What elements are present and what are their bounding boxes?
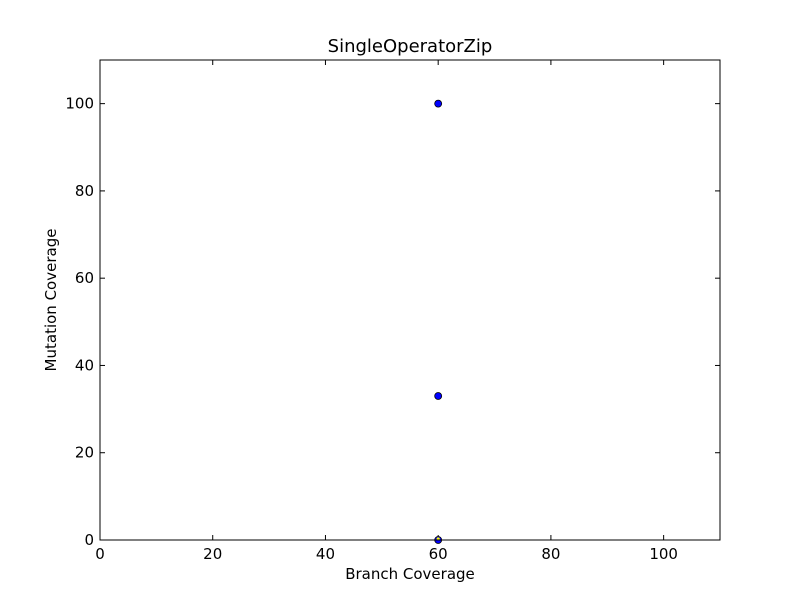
x-axis-label: Branch Coverage [345, 565, 475, 583]
chart-title: SingleOperatorZip [328, 36, 493, 57]
y-tick-label: 0 [84, 531, 94, 549]
plot-area-frame [99, 59, 721, 541]
data-point [434, 99, 443, 108]
y-axis-ticks: 0 20 40 60 80 100 [65, 95, 720, 549]
y-tick-label: 40 [75, 356, 94, 374]
y-tick-label: 20 [75, 444, 94, 462]
x-tick-label: 60 [429, 545, 448, 563]
y-tick-label: 80 [75, 182, 94, 200]
data-point [434, 392, 443, 400]
y-tick-label: 100 [65, 95, 94, 113]
x-axis-ticks: 0 20 40 60 80 100 [95, 60, 678, 563]
y-tick-label: 60 [75, 269, 94, 287]
x-tick-label: 0 [95, 545, 105, 563]
x-tick-label: 100 [649, 545, 678, 563]
x-tick-label: 40 [316, 545, 335, 563]
x-tick-label: 80 [541, 545, 560, 563]
y-axis-label: Mutation Coverage [42, 229, 60, 372]
x-tick-label: 20 [203, 545, 222, 563]
